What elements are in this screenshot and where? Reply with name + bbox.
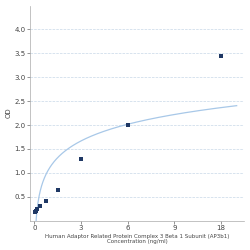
Point (56, 188, 60, 192)
Point (219, 54, 223, 58)
Y-axis label: OD: OD (6, 108, 12, 118)
Point (126, 123, 130, 127)
Point (33, 210, 37, 214)
Point (44, 198, 48, 202)
X-axis label: Human Adaptor Related Protein Complex 3 Beta 1 Subunit (AP3b1)
Concentration (ng: Human Adaptor Related Protein Complex 3 … (45, 234, 229, 244)
Point (34, 209, 38, 213)
Point (79, 156, 83, 160)
Point (38, 204, 42, 208)
Point (35, 207, 39, 211)
